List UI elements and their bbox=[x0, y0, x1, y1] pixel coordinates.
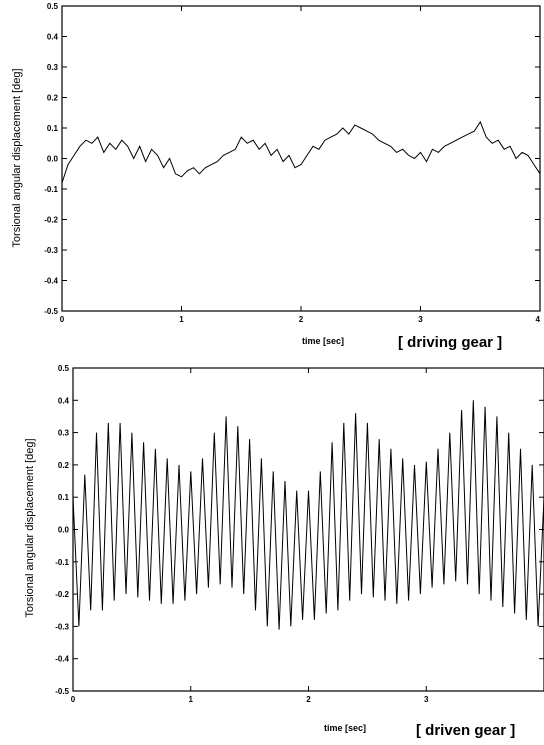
y-tick-label: 0.2 bbox=[58, 461, 70, 470]
y-tick-label: 0.4 bbox=[47, 33, 59, 42]
x-tick-label: 3 bbox=[424, 695, 429, 704]
y-tick-label: -0.3 bbox=[44, 246, 58, 255]
x-ticks: 0 1 2 3 bbox=[71, 368, 544, 704]
x-tick-label: 1 bbox=[189, 695, 194, 704]
y-tick-label: -0.4 bbox=[55, 655, 69, 664]
y-tick-label: 0.4 bbox=[58, 396, 70, 405]
x-tick-label: 0 bbox=[71, 695, 76, 704]
y-tick-label: 0.5 bbox=[58, 364, 70, 373]
caption-driven-gear: [ driven gear ] bbox=[416, 722, 515, 739]
y-tick-label: -0.1 bbox=[44, 185, 58, 194]
x-tick-label: 0 bbox=[60, 315, 65, 324]
y-tick-label: 0.3 bbox=[47, 63, 59, 72]
x-axis-label: time [sec] bbox=[324, 723, 366, 733]
y-tick-label: 0.0 bbox=[47, 155, 59, 164]
x-ticks: 0 1 2 3 4 bbox=[60, 6, 541, 324]
y-tick-label: 0.0 bbox=[58, 526, 70, 535]
y-tick-label: -0.2 bbox=[44, 216, 58, 225]
y-tick-label: 0.1 bbox=[47, 124, 59, 133]
y-tick-label: -0.2 bbox=[55, 590, 69, 599]
y-axis-label: Torsional angular displacement [deg] bbox=[11, 68, 23, 247]
x-tick-label: 4 bbox=[536, 315, 541, 324]
y-tick-label: -0.3 bbox=[55, 622, 69, 631]
chart-panel-driving-gear: 0.5 0.4 0.3 0.2 0.1 0.0 -0.1 -0.2 -0.3 -0.4 -0.5 0… bbox=[11, 2, 541, 351]
x-tick-label: 3 bbox=[418, 315, 423, 324]
y-tick-label: 0.1 bbox=[58, 493, 70, 502]
y-tick-label: 0.5 bbox=[47, 2, 59, 11]
x-tick-label: 2 bbox=[299, 315, 304, 324]
y-tick-label: 0.3 bbox=[58, 429, 70, 438]
y-tick-label: 0.2 bbox=[47, 94, 59, 103]
x-tick-label: 2 bbox=[306, 695, 311, 704]
y-ticks: 0.5 0.4 0.3 0.2 0.1 0.0 -0.1 -0.2 -0.3 -0.4 -0.5 bbox=[55, 364, 544, 696]
series-line bbox=[72, 400, 544, 630]
y-tick-label: -0.4 bbox=[44, 277, 58, 286]
chart-panel-driven-gear: 0.5 0.4 0.3 0.2 0.1 0.0 -0.1 -0.2 -0.3 -0.4 -0.5 0… bbox=[24, 364, 544, 739]
y-tick-label: -0.5 bbox=[55, 687, 69, 696]
y-tick-label: -0.5 bbox=[44, 307, 58, 316]
caption-driving-gear: [ driving gear ] bbox=[398, 334, 502, 351]
series-line bbox=[61, 120, 541, 184]
y-axis-label: Torsional angular displacement [deg] bbox=[24, 438, 36, 617]
y-ticks: 0.5 0.4 0.3 0.2 0.1 0.0 -0.1 -0.2 -0.3 -0.4 -0.5 bbox=[44, 2, 540, 316]
y-tick-label: -0.1 bbox=[55, 558, 69, 567]
x-tick-label: 1 bbox=[179, 315, 184, 324]
x-axis-label: time [sec] bbox=[302, 336, 344, 346]
